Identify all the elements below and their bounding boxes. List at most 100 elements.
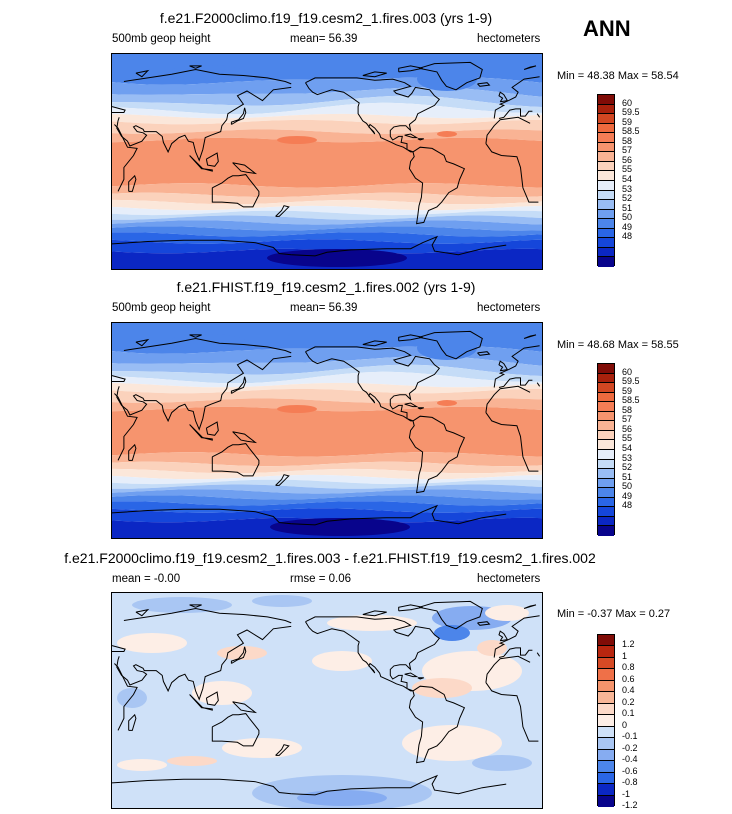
colorbar-tick-label: 54 [622,443,633,453]
colorbar-swatch [598,459,614,470]
colorbar-swatch [598,133,614,143]
colorbar-swatch [598,692,614,704]
colorbar-swatch [598,703,614,716]
colorbar-tick-label: 0.6 [622,673,635,684]
colorbar-swatch [598,247,614,258]
panel-3-rmse: rmse = 0.06 [290,573,352,585]
colorbar-swatch [598,497,614,508]
colorbar-swatch [598,171,614,181]
colorbar-tick-label: -0.8 [622,777,638,788]
panel-1-map [111,53,543,270]
colorbar-tick-label: -0.4 [622,754,638,765]
colorbar-tick-label: 58 [622,404,633,415]
colorbar-swatch [598,646,614,658]
colorbar-tick-label: 53 [622,183,633,194]
colorbar-tick-label: 49 [622,221,633,232]
colorbar-tick-label: 0.2 [622,696,635,707]
colorbar-tick-label: 58 [622,135,633,146]
panel-1-units: hectometers [477,33,541,45]
colorbar-tick-label: 60 [622,97,633,108]
colorbar-swatch [598,488,614,498]
season-label: ANN [583,16,631,41]
panel-3-title: f.e21.F2000climo.f19_f19.cesm2_1.fires.0… [64,550,596,566]
colorbar-tick-label: 1 [622,650,628,661]
colorbar-swatch [598,507,614,517]
colorbar-swatch [598,749,614,762]
colorbar-swatch [598,114,614,124]
colorbar-tick-label: 50 [622,212,633,223]
colorbar-swatch [598,95,614,105]
panel-3-colorbar [597,634,615,807]
colorbar-tick-label: 50 [622,481,633,492]
colorbar-swatch [598,440,614,450]
colorbar-tick-label: -0.2 [622,742,638,753]
colorbar-swatch [598,669,614,681]
colorbar-swatch [598,450,614,460]
panel-2-minmax: Min = 48.68 Max = 58.55 [557,339,679,351]
colorbar-swatch [598,104,614,115]
colorbar-tick-label: 58.5 [622,126,640,137]
panel-3-units: hectometers [477,573,541,585]
colorbar-tick-label: 57 [622,414,633,425]
colorbar-tick-label: 0 [622,719,628,730]
colorbar-tick-label: 48 [622,500,633,511]
colorbar-swatch [598,123,614,134]
colorbar-tick-label: 49 [622,490,633,501]
colorbar-tick-label: 53 [622,452,633,463]
colorbar-swatch [598,784,614,796]
colorbar-swatch [598,715,614,727]
panel-1-variable-label: 500mb geop height [112,33,211,45]
panel-1-title: f.e21.F2000climo.f19_f19.cesm2_1.fires.0… [159,10,493,26]
colorbar-tick-label: -1.2 [622,800,638,810]
panel-2-title: f.e21.FHIST.f19_f19.cesm2_1.fires.002 (y… [176,279,476,295]
colorbar-swatch [598,181,614,191]
colorbar-tick-label: 52 [622,462,633,473]
colorbar-tick-label: 57 [622,145,633,156]
colorbar-swatch [598,761,614,773]
colorbar-swatch [598,421,614,431]
colorbar-swatch [598,478,614,489]
colorbar-swatch [598,219,614,229]
panel-3-mean: mean = -0.00 [112,573,181,585]
colorbar-tick-label: 56 [622,154,633,165]
colorbar-tick-label: 55 [622,164,633,175]
panel-2-units: hectometers [477,302,541,314]
colorbar-tick-label: 59.5 [622,107,640,118]
colorbar-tick-label: 48 [622,231,633,242]
colorbar-tick-label: 59.5 [622,376,640,387]
colorbar-swatch [598,469,614,479]
colorbar-swatch [598,635,614,647]
colorbar-swatch [598,190,614,201]
colorbar-tick-label: 60 [622,366,633,377]
colorbar-swatch [598,738,614,750]
colorbar-swatch [598,142,614,153]
colorbar-tick-label: 56 [622,423,633,434]
colorbar-swatch [598,228,614,239]
colorbar-swatch [598,516,614,527]
colorbar-tick-label: 51 [622,471,633,482]
colorbar-tick-label: 52 [622,193,633,204]
panel-1-minmax: Min = 48.38 Max = 58.54 [557,70,679,82]
colorbar-tick-label: 55 [622,433,633,444]
panel-2-mean: mean= 56.39 [290,302,358,314]
colorbar-swatch [598,392,614,403]
colorbar-tick-label: 59 [622,385,633,396]
colorbar-swatch [598,680,614,693]
colorbar-tick-label: 0.1 [622,708,635,719]
colorbar-swatch [598,383,614,393]
colorbar-swatch [598,152,614,162]
colorbar-swatch [598,772,614,785]
colorbar-swatch [598,257,614,267]
colorbar-tick-label: 51 [622,202,633,213]
colorbar-swatch [598,526,614,536]
colorbar-tick-label: -1 [622,788,631,799]
colorbar-swatch [598,238,614,248]
colorbar-swatch [598,402,614,412]
panel-3-map [111,592,543,809]
colorbar-tick-label: 0.8 [622,662,635,673]
panel-1-colorbar [597,94,615,267]
colorbar-swatch [598,364,614,374]
colorbar-tick-label: 1.2 [622,639,635,650]
colorbar-tick-label: -0.1 [622,731,638,742]
colorbar-tick-label: 58.5 [622,395,640,406]
